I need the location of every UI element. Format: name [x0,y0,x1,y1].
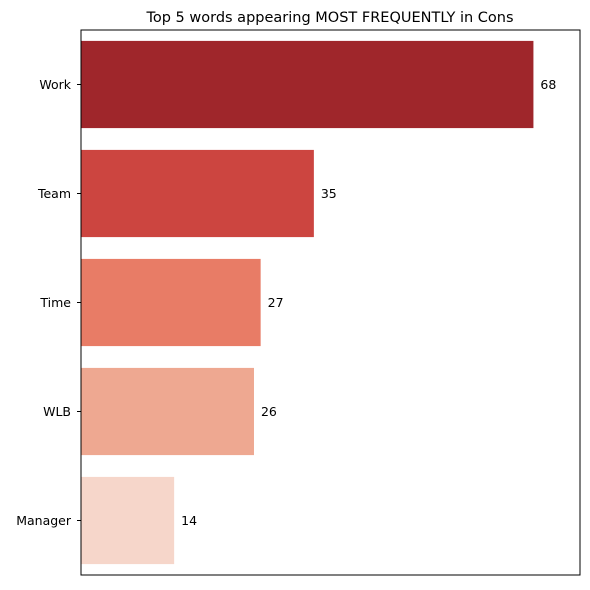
chart-title: Top 5 words appearing MOST FREQUENTLY in… [145,10,513,26]
y-tick-label-manager: Manager [16,513,72,528]
data-label-wlb: 26 [261,404,277,419]
y-tick-label-work: Work [39,77,71,92]
y-tick-label-team: Team [37,186,71,201]
bar-work [81,40,534,129]
y-tick-label-wlb: WLB [43,404,71,419]
data-labels-group: 68 35 27 26 14 [181,77,556,528]
bars-group [81,40,534,565]
y-ticks-group: Work Team Time WLB Manager [16,77,81,528]
data-label-time: 27 [268,295,284,310]
bar-team [81,149,314,238]
data-label-manager: 14 [181,513,197,528]
data-label-work: 68 [540,77,556,92]
bar-manager [81,476,175,565]
y-tick-label-time: Time [39,295,71,310]
bar-time [81,258,261,347]
bar-wlb [81,367,254,456]
data-label-team: 35 [321,186,337,201]
plot-frame [80,29,581,576]
